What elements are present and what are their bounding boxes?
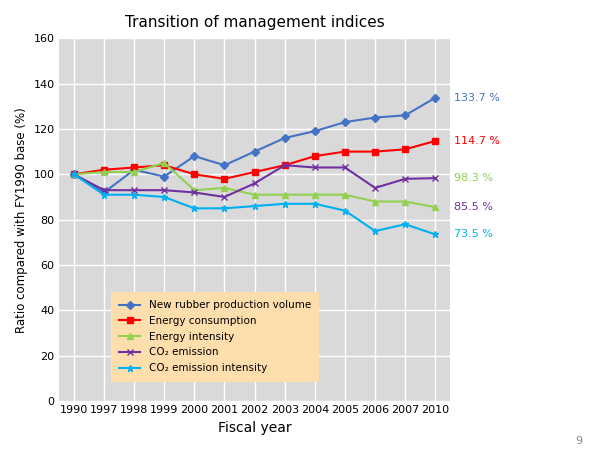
New rubber production volume	[251, 149, 258, 154]
CO2 emission	[371, 185, 379, 191]
CO2 emission	[221, 194, 228, 200]
New rubber production volume	[401, 112, 409, 118]
CO2 emission	[341, 165, 349, 170]
CO2 emission	[431, 176, 439, 181]
Energy intensity	[100, 169, 107, 175]
Energy intensity	[131, 169, 138, 175]
Energy consumption	[70, 171, 77, 177]
New rubber production volume	[221, 162, 228, 168]
Energy intensity	[251, 192, 258, 198]
New rubber production volume	[311, 128, 319, 134]
Energy consumption	[281, 162, 289, 168]
CO2 emission	[70, 171, 77, 177]
Energy intensity	[191, 188, 198, 193]
Energy intensity	[161, 160, 168, 166]
CO2 emission intensity	[431, 232, 439, 237]
New rubber production volume	[281, 135, 289, 141]
New rubber production volume	[431, 95, 439, 100]
CO2 emission intensity	[281, 201, 289, 207]
CO2 emission intensity	[100, 192, 107, 198]
CO2 emission intensity	[311, 201, 319, 207]
Line: New rubber production volume: New rubber production volume	[71, 95, 438, 195]
Text: 98.3 %: 98.3 %	[454, 173, 493, 183]
Energy consumption	[221, 176, 228, 181]
CO2 emission intensity	[401, 221, 409, 227]
Text: 9: 9	[575, 436, 582, 446]
CO2 emission intensity	[191, 206, 198, 211]
CO2 emission intensity	[70, 171, 77, 177]
Line: CO2 emission intensity: CO2 emission intensity	[70, 171, 439, 238]
CO2 emission intensity	[251, 203, 258, 209]
Energy consumption	[311, 153, 319, 159]
CO2 emission intensity	[371, 228, 379, 234]
Energy intensity	[401, 199, 409, 204]
New rubber production volume	[70, 171, 77, 177]
Energy consumption	[401, 147, 409, 152]
Energy intensity	[341, 192, 349, 198]
New rubber production volume	[131, 167, 138, 172]
CO2 emission intensity	[221, 206, 228, 211]
New rubber production volume	[191, 153, 198, 159]
Title: Transition of management indices: Transition of management indices	[125, 15, 385, 30]
CO2 emission intensity	[131, 192, 138, 198]
CO2 emission	[401, 176, 409, 181]
Legend: New rubber production volume, Energy consumption, Energy intensity, CO₂ emission: New rubber production volume, Energy con…	[111, 292, 319, 382]
New rubber production volume	[371, 115, 379, 120]
New rubber production volume	[100, 190, 107, 195]
Line: CO2 emission: CO2 emission	[70, 162, 439, 200]
Energy consumption	[431, 138, 439, 144]
Energy intensity	[281, 192, 289, 198]
Energy intensity	[431, 204, 439, 210]
CO2 emission	[311, 165, 319, 170]
New rubber production volume	[341, 119, 349, 125]
Energy consumption	[131, 165, 138, 170]
Energy intensity	[70, 171, 77, 177]
CO2 emission	[161, 188, 168, 193]
Energy consumption	[251, 169, 258, 175]
Text: 85.5 %: 85.5 %	[454, 202, 493, 212]
Line: Energy intensity: Energy intensity	[71, 160, 438, 210]
X-axis label: Fiscal year: Fiscal year	[218, 421, 292, 435]
Energy consumption	[371, 149, 379, 154]
CO2 emission intensity	[341, 208, 349, 213]
CO2 emission	[251, 181, 258, 186]
Energy consumption	[341, 149, 349, 154]
Energy consumption	[191, 171, 198, 177]
New rubber production volume	[161, 174, 168, 179]
Energy intensity	[371, 199, 379, 204]
Y-axis label: Ratio compared with FY1990 base (%): Ratio compared with FY1990 base (%)	[15, 107, 28, 333]
Energy consumption	[100, 167, 107, 172]
Text: 73.5 %: 73.5 %	[454, 230, 493, 239]
CO2 emission	[131, 188, 138, 193]
Text: 114.7 %: 114.7 %	[454, 136, 500, 146]
CO2 emission	[281, 162, 289, 168]
CO2 emission intensity	[161, 194, 168, 200]
Energy intensity	[311, 192, 319, 198]
Energy intensity	[221, 185, 228, 191]
Energy consumption	[161, 162, 168, 168]
Text: 133.7 %: 133.7 %	[454, 93, 500, 103]
Line: Energy consumption: Energy consumption	[71, 138, 438, 182]
CO2 emission	[191, 190, 198, 195]
CO2 emission	[100, 188, 107, 193]
